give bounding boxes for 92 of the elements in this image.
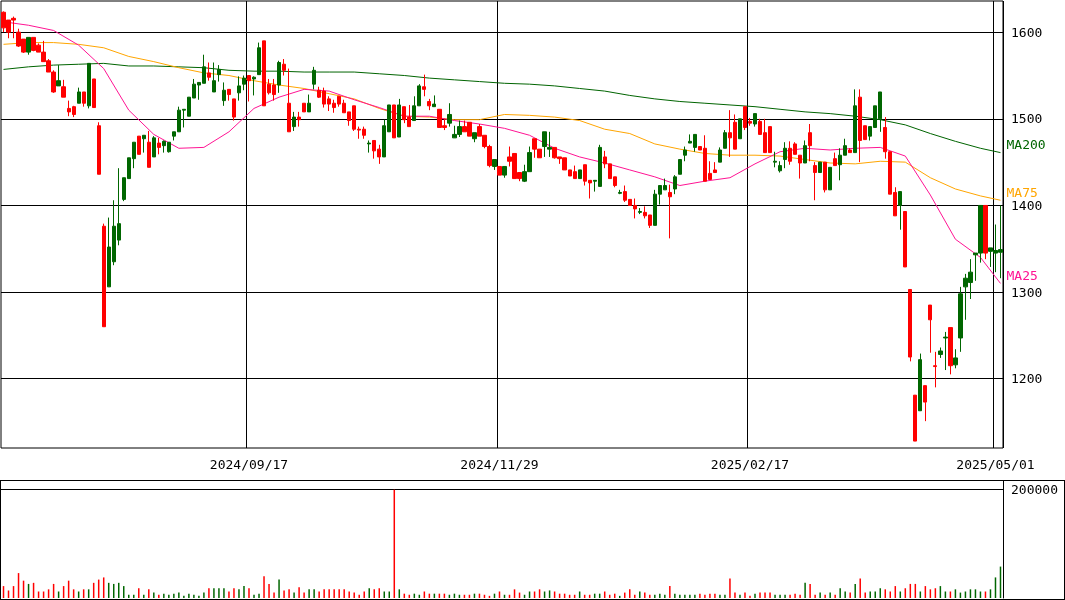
candlestick [282, 58, 286, 76]
candlestick [738, 118, 742, 140]
candlestick [287, 68, 291, 133]
candlestick [222, 81, 226, 107]
x-tick-label: 2024/11/29 [460, 457, 539, 472]
candlestick [798, 154, 802, 180]
candlestick [808, 123, 812, 162]
candlestick [958, 286, 963, 353]
candlestick [247, 75, 251, 102]
candlestick [803, 139, 807, 164]
candlestick [157, 137, 161, 155]
candlestick [948, 327, 953, 375]
series-label: MA75 [1006, 184, 1038, 200]
candlestick [983, 204, 988, 260]
candlestick [833, 152, 837, 167]
y-tick-label: 1400 [1011, 197, 1043, 213]
candlestick [542, 131, 547, 158]
candlestick [848, 147, 852, 154]
candlestick [242, 75, 246, 91]
candlestick [232, 98, 236, 122]
candlestick [367, 139, 371, 154]
candlestick [898, 191, 902, 231]
candlestick [813, 161, 817, 201]
candlestick [26, 36, 31, 56]
candlestick [938, 347, 943, 359]
candlestick [312, 66, 316, 90]
candlestick [97, 121, 101, 175]
x-tick-label: 2024/09/17 [209, 457, 289, 472]
candlestick [933, 351, 937, 388]
candlestick [673, 174, 677, 195]
candlestick [497, 165, 502, 176]
candlestick [547, 131, 552, 158]
candlestick [422, 74, 426, 97]
candlestick [913, 394, 917, 442]
x-tick-label: 2025/05/01 [956, 457, 1035, 472]
y-tick-label: 1200 [1011, 371, 1043, 387]
line-series [3, 42, 1001, 201]
candlestick [82, 91, 86, 108]
candlestick [142, 134, 146, 154]
candlestick [823, 161, 827, 193]
candlestick [227, 88, 231, 102]
y-tick-label: 1300 [1011, 284, 1043, 300]
candlestick [102, 223, 106, 328]
candlestick [492, 159, 497, 171]
candlestick [778, 160, 782, 174]
candlestick [618, 189, 622, 195]
series-label: MA200 [1006, 137, 1046, 153]
candlestick [152, 135, 156, 158]
candlestick [61, 79, 66, 98]
y-tick-label: 1500 [1011, 111, 1043, 127]
candlestick [447, 102, 452, 128]
candlestick [753, 113, 757, 128]
candlestick [928, 304, 932, 354]
candlestick [713, 161, 717, 174]
series-label: MA25 [1006, 267, 1038, 283]
candlestick [392, 104, 396, 139]
y-tick-label: 200000 [1011, 482, 1058, 498]
candlestick [638, 207, 642, 215]
candlestick [908, 288, 912, 362]
candlestick [302, 102, 306, 113]
candlestick [918, 353, 922, 412]
candlestick [92, 78, 96, 109]
candlestick [578, 169, 582, 180]
candlestick [923, 385, 927, 422]
candlestick [828, 166, 832, 191]
candlestick [432, 94, 436, 108]
candlestick [472, 132, 477, 143]
candlestick [953, 348, 958, 369]
candlestick [292, 111, 296, 132]
candlestick [252, 75, 256, 96]
candlestick [718, 146, 722, 163]
candlestick [237, 75, 241, 102]
candlestick [783, 141, 787, 169]
candlestick [427, 98, 431, 111]
candlestick [397, 98, 401, 138]
candlestick [678, 159, 682, 175]
candlestick [137, 135, 141, 155]
candlestick [147, 130, 151, 168]
candlestick [723, 129, 727, 149]
candlestick [502, 165, 507, 179]
candlestick [207, 62, 211, 82]
candlestick [683, 146, 687, 162]
candlestick [77, 87, 81, 104]
candlestick [773, 151, 777, 168]
candlestick [668, 184, 672, 239]
candlestick [943, 331, 948, 371]
candlestick [903, 211, 907, 268]
candlestick [818, 161, 822, 174]
y-tick-label: 1600 [1011, 24, 1043, 40]
candlestick [297, 111, 301, 128]
candlestick [307, 94, 311, 113]
x-tick-label: 2025/02/17 [710, 457, 790, 472]
